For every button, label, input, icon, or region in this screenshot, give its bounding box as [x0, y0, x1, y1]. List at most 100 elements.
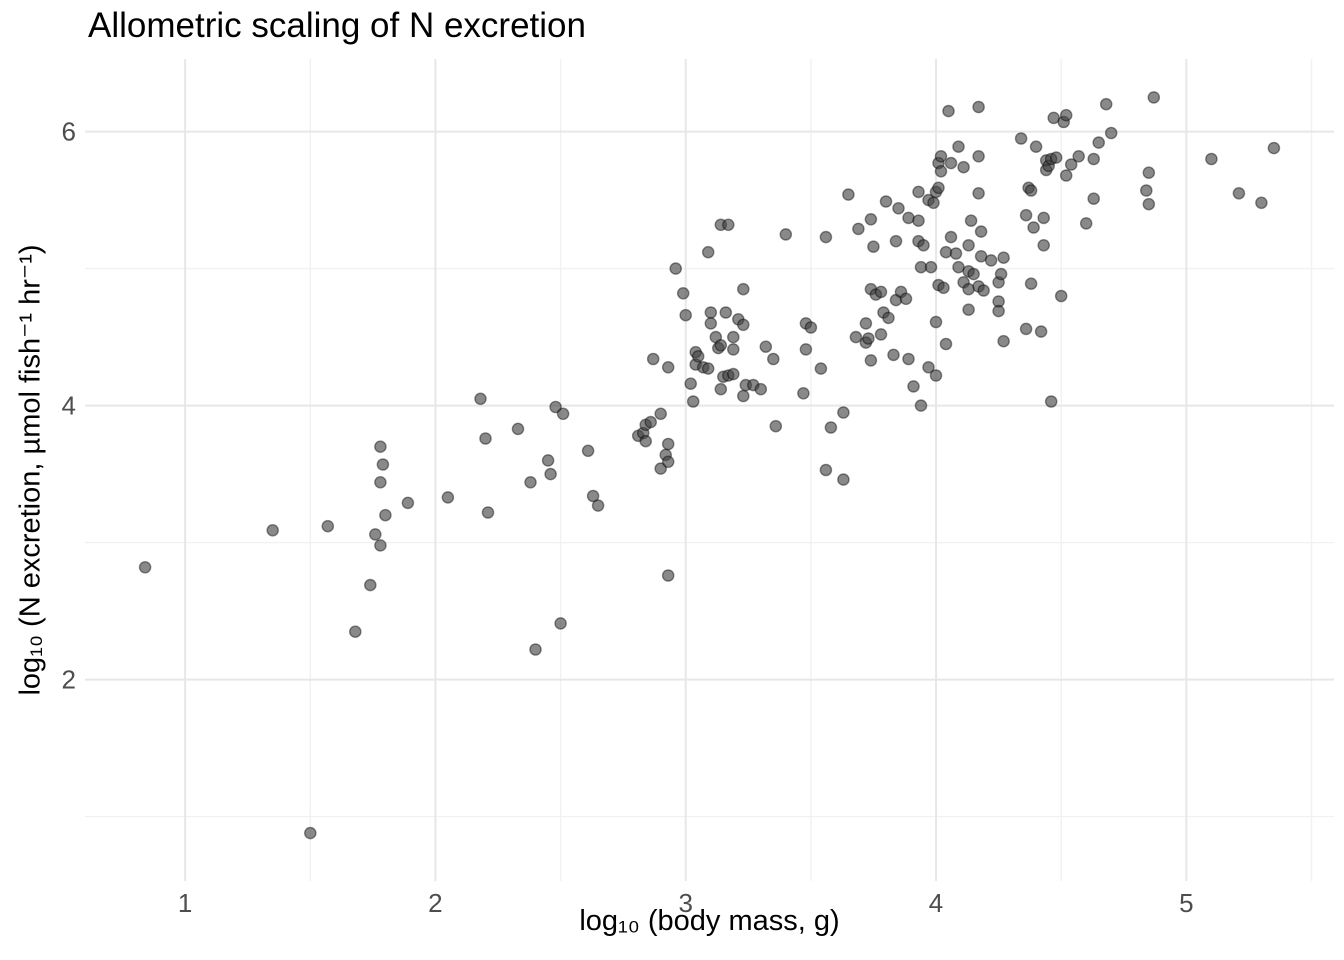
- data-point: [661, 569, 675, 582]
- data-point: [303, 826, 317, 840]
- data-point: [661, 437, 675, 451]
- data-point: [944, 156, 958, 170]
- data-point: [849, 330, 863, 344]
- data-point: [859, 317, 873, 330]
- data-point: [867, 240, 880, 253]
- data-point: [481, 506, 495, 519]
- data-point: [138, 561, 152, 574]
- data-point: [922, 360, 935, 374]
- data-point: [932, 181, 945, 195]
- data-point: [524, 475, 537, 489]
- data-point: [1087, 152, 1100, 166]
- data-point: [727, 343, 740, 356]
- data-point: [994, 267, 1008, 281]
- data-point: [376, 458, 390, 471]
- data-point: [779, 228, 793, 241]
- data-point: [874, 285, 888, 299]
- data-point: [709, 330, 723, 344]
- data-point: [1024, 184, 1038, 197]
- y-tick-label: 6: [61, 116, 76, 147]
- data-point: [837, 473, 850, 486]
- data-point: [1027, 221, 1040, 234]
- data-point: [1079, 217, 1093, 230]
- x-tick-label: 5: [1179, 888, 1194, 918]
- data-point: [586, 489, 600, 503]
- data-point: [654, 407, 668, 421]
- data-point: [1142, 197, 1156, 211]
- data-point: [541, 454, 555, 467]
- data-point: [479, 432, 492, 445]
- data-point: [1047, 111, 1060, 125]
- data-point: [1054, 289, 1068, 303]
- data-point: [714, 382, 728, 396]
- data-point: [646, 352, 660, 366]
- data-point: [864, 354, 878, 367]
- x-tick-label: 2: [428, 888, 443, 918]
- data-point: [368, 528, 382, 541]
- data-point: [962, 303, 975, 317]
- data-point: [686, 395, 700, 408]
- data-point: [942, 104, 955, 118]
- data-point: [1029, 140, 1043, 153]
- data-point: [1099, 97, 1113, 111]
- data-point: [804, 321, 818, 334]
- data-point: [1205, 152, 1218, 166]
- data-point: [997, 251, 1010, 265]
- data-point: [962, 238, 975, 252]
- data-point: [819, 463, 833, 477]
- data-point: [964, 214, 978, 227]
- data-point: [837, 406, 850, 419]
- data-point: [1019, 208, 1033, 222]
- data-point: [769, 419, 783, 433]
- data-point: [737, 318, 750, 332]
- data-point: [727, 330, 740, 344]
- data-point: [874, 328, 888, 341]
- data-point: [952, 260, 965, 274]
- data-point: [957, 160, 970, 174]
- x-axis-title: log₁₀ (body mass, g): [579, 905, 840, 937]
- data-point: [529, 643, 542, 656]
- data-point: [799, 343, 813, 356]
- data-point: [972, 100, 985, 114]
- data-point: [1044, 395, 1058, 408]
- data-point: [1034, 325, 1048, 338]
- data-point: [902, 352, 915, 366]
- y-tick-label: 2: [61, 664, 76, 695]
- data-point: [934, 149, 948, 163]
- data-point: [1072, 149, 1085, 163]
- data-point: [691, 349, 705, 363]
- data-point: [972, 149, 985, 163]
- data-point: [676, 286, 690, 300]
- data-point: [581, 444, 595, 458]
- data-point: [1142, 166, 1156, 179]
- data-point: [719, 306, 733, 319]
- data-point: [321, 519, 335, 533]
- data-point: [929, 315, 943, 329]
- data-point: [661, 455, 675, 469]
- data-point: [684, 377, 698, 391]
- data-point: [544, 467, 557, 481]
- data-point: [944, 230, 958, 244]
- data-point: [1019, 322, 1033, 336]
- data-point: [882, 311, 895, 325]
- data-point: [1059, 108, 1073, 122]
- data-point: [701, 245, 715, 259]
- data-point: [864, 212, 878, 226]
- data-point: [984, 254, 998, 267]
- data-point: [737, 282, 750, 296]
- data-point: [591, 499, 605, 512]
- data-point: [1140, 184, 1153, 197]
- data-point: [862, 332, 875, 345]
- x-tick-label: 1: [177, 888, 193, 918]
- data-point: [704, 306, 718, 319]
- x-tick-label: 3: [678, 888, 693, 918]
- data-point: [379, 508, 392, 522]
- data-point: [511, 422, 525, 436]
- data-point: [1049, 151, 1063, 164]
- data-point: [554, 617, 567, 630]
- data-point: [892, 201, 905, 215]
- data-point: [401, 496, 415, 510]
- data-point: [889, 234, 903, 248]
